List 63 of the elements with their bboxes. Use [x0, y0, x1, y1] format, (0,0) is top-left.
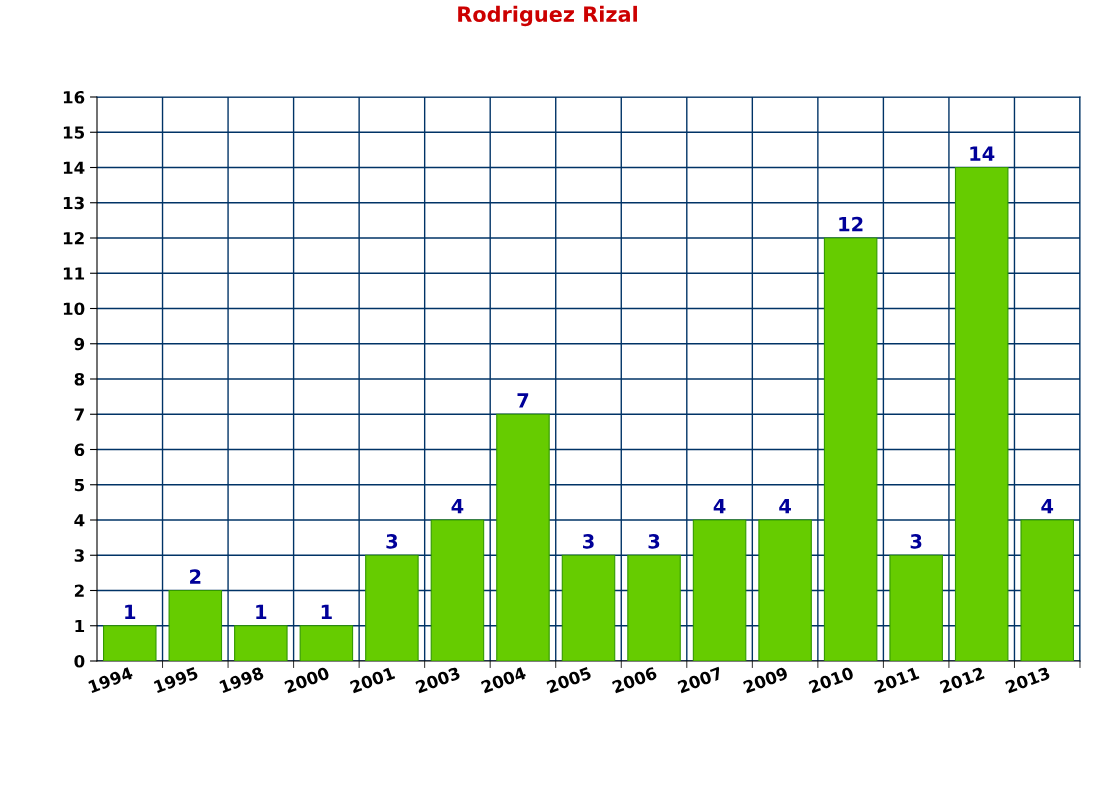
x-tick-label: 2012	[939, 666, 985, 694]
x-tick-label: 2003	[415, 666, 461, 694]
data-label: 3	[386, 534, 398, 549]
data-label: 4	[1041, 499, 1054, 514]
data-label: 3	[648, 534, 660, 549]
data-label: 7	[517, 393, 529, 408]
bar	[758, 519, 812, 661]
data-label: 2	[190, 569, 201, 584]
data-label: 14	[970, 146, 995, 161]
y-tick-label: 4	[74, 514, 85, 527]
x-tick-label: 2006	[611, 666, 658, 694]
x-tick-label: 2009	[742, 666, 789, 694]
x-tick-label: 1998	[219, 666, 265, 694]
y-tick-label: 6	[74, 443, 85, 457]
data-label: 4	[779, 499, 791, 514]
bar	[299, 625, 354, 661]
data-label: 3	[910, 534, 922, 549]
y-tick-label: 16	[63, 90, 85, 104]
y-tick-label: 5	[74, 478, 85, 492]
bar	[692, 519, 747, 661]
bar	[889, 554, 943, 661]
x-tick-label: 2011	[873, 666, 920, 694]
y-tick-label: 8	[74, 372, 85, 386]
chart-title: Rodriguez Rizal	[458, 5, 637, 27]
data-label: 1	[125, 604, 136, 619]
data-label: 12	[839, 216, 863, 232]
data-label: 1	[256, 604, 267, 619]
y-tick-label: 2	[74, 584, 84, 597]
bar	[561, 554, 616, 661]
bar	[1020, 519, 1075, 661]
x-tick-label: 2005	[546, 666, 592, 694]
data-label: 4	[713, 499, 726, 514]
y-tick-label: 15	[63, 126, 85, 139]
bar	[627, 554, 681, 661]
bar	[954, 166, 1009, 661]
x-tick-label: 2013	[1004, 666, 1051, 694]
y-tick-label: 11	[63, 267, 85, 280]
x-tick-label: 2004	[480, 666, 527, 694]
y-tick-label: 12	[63, 231, 84, 245]
y-tick-label: 1	[75, 619, 85, 633]
x-tick-label: 1995	[153, 666, 199, 694]
y-tick-label: 0	[74, 654, 85, 668]
bar	[168, 589, 223, 661]
y-tick-label: 13	[63, 196, 84, 210]
bar	[496, 413, 550, 661]
y-tick-label: 14	[63, 161, 85, 174]
data-label: 1	[321, 604, 332, 619]
y-tick-label: 10	[63, 302, 85, 316]
x-tick-label: 2010	[808, 666, 855, 694]
bar	[102, 625, 157, 661]
x-tick-label: 2001	[349, 666, 396, 694]
bar	[430, 519, 485, 661]
x-tick-label: 2000	[284, 666, 331, 694]
bar	[234, 625, 288, 661]
y-tick-label: 3	[74, 549, 84, 562]
x-tick-label: 2007	[677, 666, 723, 694]
bar	[823, 237, 878, 661]
x-tick-label: 1994	[88, 666, 134, 694]
bar	[365, 554, 419, 661]
data-label: 3	[583, 534, 594, 549]
data-label: 4	[451, 499, 464, 514]
y-tick-label: 7	[74, 408, 84, 421]
y-tick-label: 9	[74, 337, 85, 351]
